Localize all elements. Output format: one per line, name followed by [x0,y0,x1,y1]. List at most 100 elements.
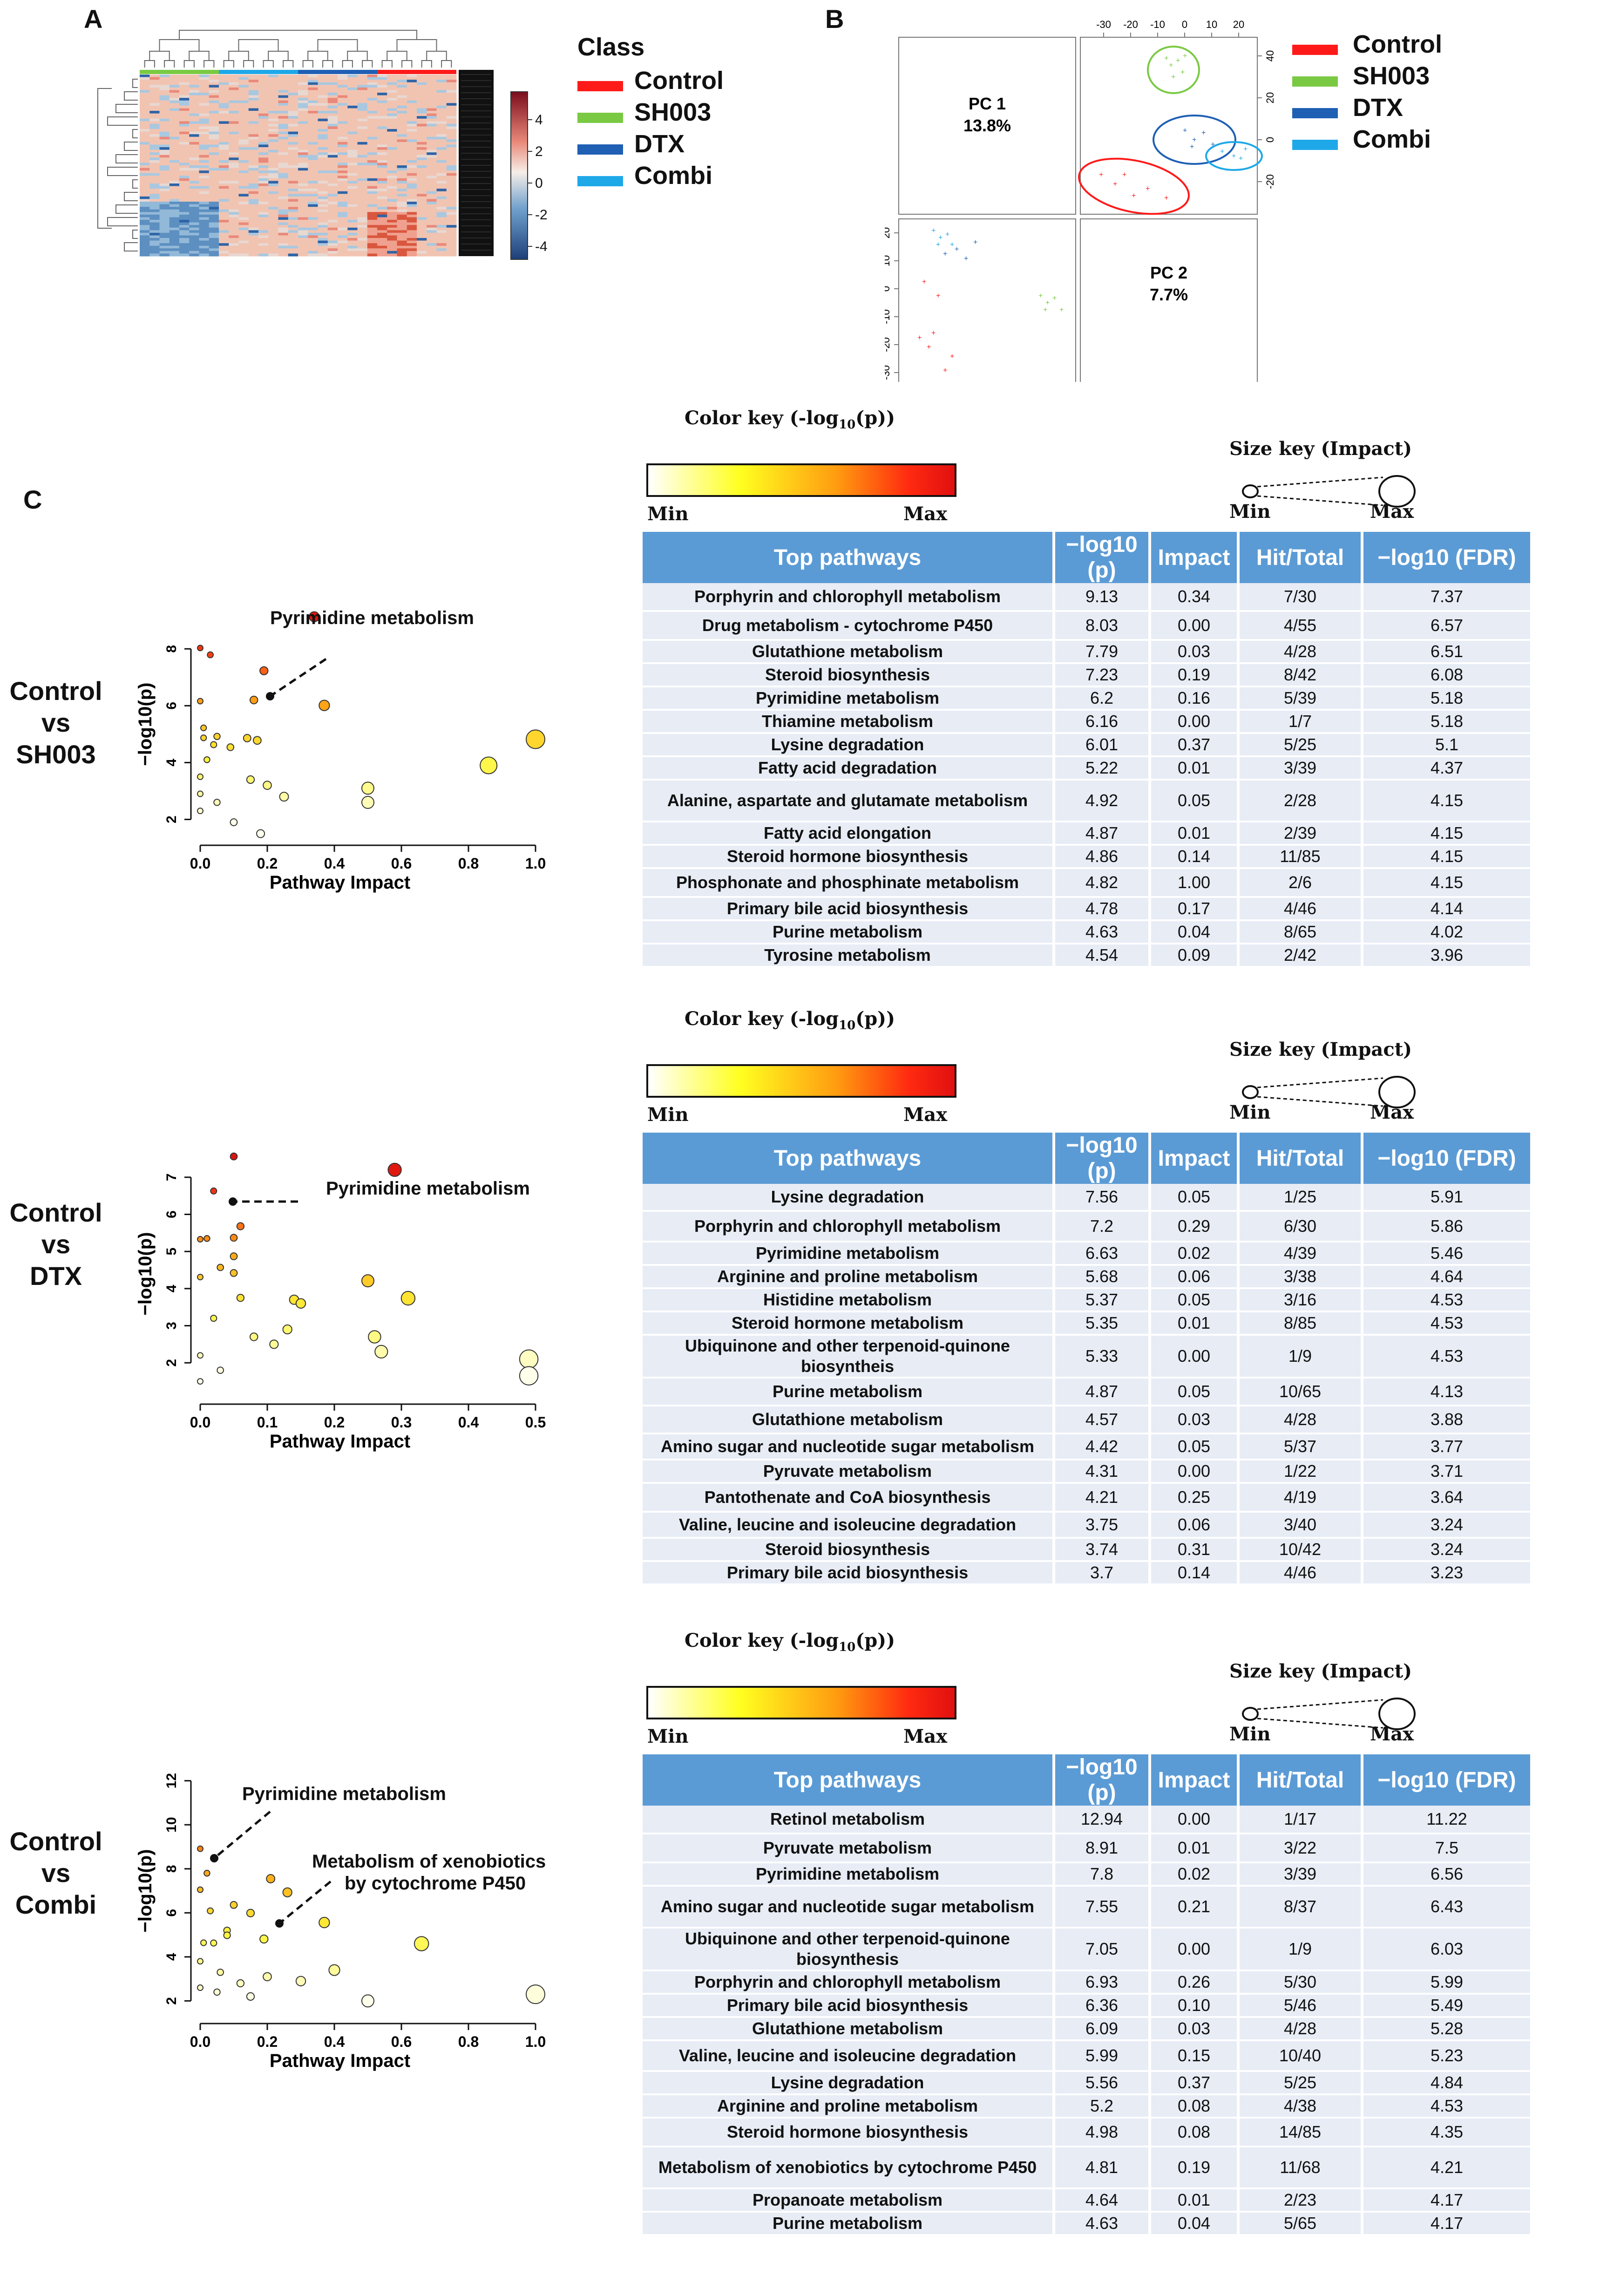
heatmap-cell [258,227,269,231]
heatmap-cell [407,214,417,217]
heatmap-cell [278,155,289,158]
heatmap-cell [179,225,190,228]
heatmap-cell [407,199,417,202]
pca-score-point: + [931,227,936,235]
heatmap-cell [149,144,160,148]
heatmap-cell [229,186,239,189]
heatmap-cell [229,123,239,127]
comparison-label-line: vs [41,1858,71,1888]
heatmap-cell [318,232,328,236]
dendrogram-branch [228,51,249,61]
pathway-value-cell: 4/38 [1240,2095,1361,2119]
heatmap-cell [189,131,199,135]
heatmap-cell [229,253,239,257]
heatmap-cell [298,173,308,176]
heatmap-cell [248,123,259,127]
heatmap-cell [347,251,358,254]
heatmap-cell [318,199,328,202]
heatmap-cell [427,108,437,111]
heatmap-cell [436,134,447,137]
heatmap-cell [338,129,348,132]
heatmap-cell [327,173,338,176]
pathway-value-cell: 0.04 [1151,2213,1237,2236]
pathway-value-cell: 4.64 [1055,2189,1148,2213]
heatmap-cell [278,100,289,103]
heatmap-cell [347,87,358,90]
heatmap-cell [308,134,318,137]
heatmap-cell [209,251,219,254]
pathway-name-cell: Glutathione metabolism [643,1406,1052,1434]
pathway-value-cell: 5/30 [1240,1971,1361,1995]
heatmap-cell [318,225,328,228]
heatmap-cell [159,186,170,189]
heatmap-cell [397,131,407,135]
heatmap-cell [427,93,437,96]
heatmap-cell [159,118,170,122]
heatmap-cell [169,227,180,231]
heatmap-cell [268,230,278,233]
heatmap-cell [407,95,417,98]
heatmap-cell [308,204,318,207]
heatmap-cell [278,139,289,143]
heatmap-cell [248,149,259,153]
heatmap-cell [288,165,298,169]
heatmap-cell [357,245,368,249]
heatmap-cell [446,230,457,233]
heatmap-cell [417,163,427,166]
heatmap-cell [219,163,229,166]
heatmap-cell [436,157,447,161]
heatmap-cell [248,93,259,96]
pca-right-tick-label: -20 [1264,174,1276,189]
heatmap-cell [327,131,338,135]
heatmap-cell [318,165,328,169]
heatmap-cell [327,142,338,145]
pca-left-tick-label: -30 [885,365,892,380]
color-key-title-suffix: (p)) [855,1630,895,1651]
heatmap-cell [377,75,387,78]
heatmap-cell [347,240,358,244]
heatmap-cell [327,111,338,114]
pathway-name-cell: Steroid hormone biosynthesis [643,2119,1052,2147]
heatmap-cell [179,160,190,163]
heatmap-cell [446,207,457,210]
heatmap-cell [229,111,239,114]
heatmap-cell [169,123,180,127]
heatmap-cell [288,142,298,145]
heatmap-cell [308,142,318,145]
heatmap-cell [229,207,239,210]
heatmap-cell [229,212,239,215]
dendrogram-branch [386,51,407,61]
heatmap-cell [159,82,170,85]
heatmap-cell [229,85,239,88]
heatmap-cell [318,142,328,145]
pathway-value-cell: 0.00 [1151,1806,1237,1834]
heatmap-cell [248,134,259,137]
heatmap-cell [308,93,318,96]
heatmap-cell [427,222,437,225]
heatmap-cell [308,220,318,223]
x-tick-label: 0.0 [190,855,210,872]
pathway-point [197,773,203,780]
arrow-graphic [275,1881,332,1928]
heatmap-cell [367,90,378,93]
heatmap-cell [258,144,269,148]
heatmap-cell [308,209,318,212]
heatmap-cell [288,243,298,246]
heatmap-cell [347,220,358,223]
heatmap-cell [387,123,397,127]
heatmap-cell [427,202,437,205]
heatmap-cell [367,82,378,85]
heatmap-cell [209,204,219,207]
heatmap-cell [397,196,407,199]
table-row: Tyrosine metabolism 4.54 0.09 2/42 3.96 [643,944,1530,968]
heatmap-cell [179,214,190,217]
table-row: Propanoate metabolism 4.64 0.01 2/23 4.17 [643,2189,1530,2213]
heatmap-cell [367,214,378,217]
combi-ellipse [1205,141,1263,171]
heatmap-cell [298,95,308,98]
heatmap-cell [149,245,160,249]
heatmap-cell [357,212,368,215]
heatmap-cell [199,181,210,184]
comparison-label: Control vs DTX [0,1197,112,1292]
heatmap-cell [318,209,328,212]
